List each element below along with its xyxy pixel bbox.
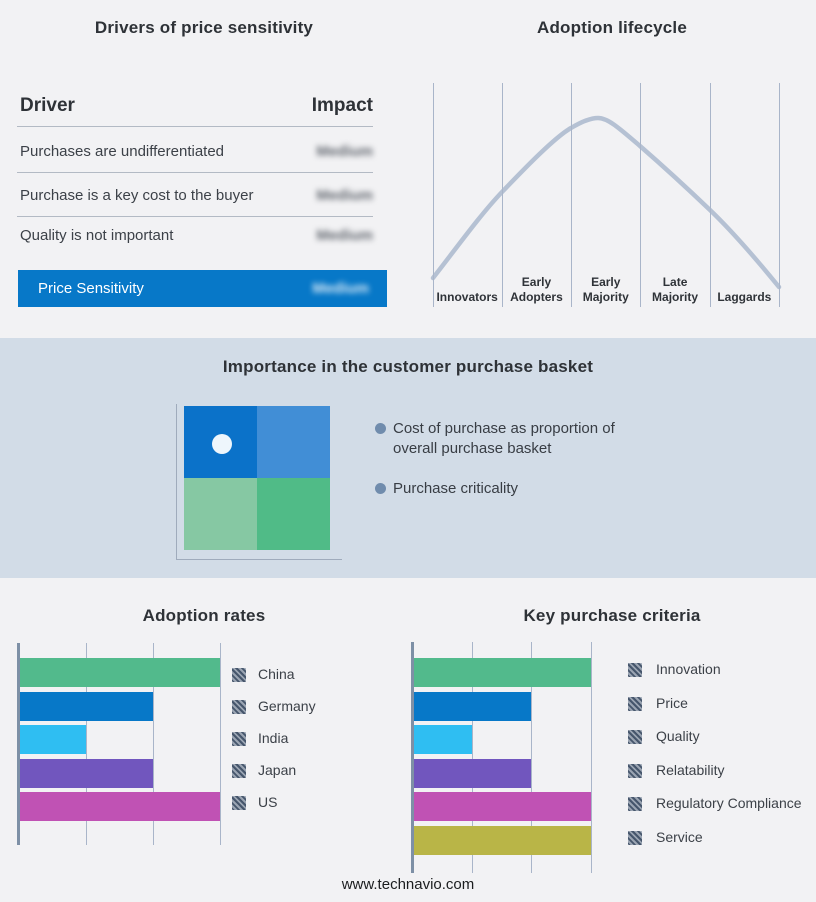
stage-label-early-majority: Early Majority xyxy=(582,275,629,304)
stage-label-late-majority: Late Majority xyxy=(652,275,699,304)
legend-label-us: US xyxy=(258,794,278,810)
lifecycle-panel-title: Adoption lifecycle xyxy=(536,18,687,37)
impact-value-3: Medium xyxy=(316,227,373,244)
stage-label-innovators: Innovators xyxy=(436,290,498,304)
y-axis xyxy=(17,643,20,845)
impact-value-1: Medium xyxy=(316,143,373,160)
bar-japan xyxy=(19,758,153,788)
quadrant-bottom-left xyxy=(184,478,257,550)
lifecycle-gridline xyxy=(779,83,780,307)
driver-row-1: Purchases are undifferentiated xyxy=(20,143,225,160)
legend-swatch-icon xyxy=(232,668,246,682)
bar-china xyxy=(19,658,221,687)
quadrant-axis-y xyxy=(176,404,177,560)
bullet-icon xyxy=(375,423,386,434)
y-axis xyxy=(411,642,414,873)
footer-url: www.technavio.com xyxy=(341,876,475,893)
bell-curve xyxy=(430,115,782,290)
legend-swatch-icon xyxy=(628,663,642,677)
drivers-panel-title: Drivers of price sensitivity xyxy=(94,18,314,37)
legend-label-india: India xyxy=(258,730,289,746)
gridline xyxy=(531,642,533,873)
bar-innovation xyxy=(413,658,591,687)
bar-service xyxy=(413,826,591,855)
lifecycle-gridline xyxy=(640,83,642,307)
lifecycle-gridline xyxy=(501,83,503,307)
stage-label-laggards: Laggards xyxy=(717,290,772,304)
price-sensitivity-highlight-bar: Price Sensitivity Medium xyxy=(18,270,387,307)
bar-quality xyxy=(413,725,472,755)
price-sensitivity-impact: Medium xyxy=(312,280,369,297)
bar-price xyxy=(413,691,532,721)
legend-label-innovation: Innovation xyxy=(656,661,721,677)
legend-swatch-icon xyxy=(232,700,246,714)
quadrant-bottom-right xyxy=(257,478,330,550)
driver-row-2: Purchase is a key cost to the buyer xyxy=(20,187,254,204)
quadrant-top-right xyxy=(257,406,330,478)
bar-relatability xyxy=(413,758,532,788)
legend-label-japan: Japan xyxy=(258,762,297,778)
legend-swatch-icon xyxy=(628,764,642,778)
adoption-rates-title: Adoption rates xyxy=(142,606,266,625)
row-divider xyxy=(17,216,373,217)
legend-swatch-icon xyxy=(232,732,246,746)
header-divider xyxy=(17,126,373,127)
gridline xyxy=(152,643,154,845)
bullet-icon xyxy=(375,483,386,494)
gridline xyxy=(85,643,87,845)
stage-label-early-adopters: Early Adopters xyxy=(510,275,563,304)
lifecycle-gridline xyxy=(709,83,711,307)
basket-bullet-1: Cost of purchase as proportion of overal… xyxy=(393,420,615,458)
legend-label-quality: Quality xyxy=(656,728,700,744)
legend-swatch-icon xyxy=(628,831,642,845)
lifecycle-panel: Adoption lifecycle xyxy=(408,0,816,338)
legend-label-germany: Germany xyxy=(258,698,316,714)
basket-bullet-2: Purchase criticality xyxy=(393,480,519,497)
driver-row-3: Quality is not important xyxy=(20,227,174,244)
basket-panel-title: Importance in the customer purchase bask… xyxy=(222,357,594,376)
legend-label-relatability: Relatability xyxy=(656,762,725,778)
gridline xyxy=(590,642,592,873)
drivers-col-driver: Driver xyxy=(20,95,75,116)
quadrant-axis-x xyxy=(176,559,342,560)
legend-swatch-icon xyxy=(628,797,642,811)
legend-swatch-icon xyxy=(232,764,246,778)
bar-regulatory-compliance xyxy=(413,792,591,822)
lifecycle-gridline xyxy=(432,83,434,307)
bar-india xyxy=(19,725,86,755)
legend-swatch-icon xyxy=(628,697,642,711)
lifecycle-gridline xyxy=(571,83,573,307)
key-criteria-title: Key purchase criteria xyxy=(523,606,701,625)
bar-germany xyxy=(19,691,153,721)
legend-swatch-icon xyxy=(628,730,642,744)
lifecycle-chart: Innovators Early Adopters Early Majority La… xyxy=(0,0,816,338)
gridline xyxy=(220,643,222,845)
impact-value-2: Medium xyxy=(316,187,373,204)
legend-label-price: Price xyxy=(656,695,688,711)
legend-label-regulatory-compliance: Regulatory Compliance xyxy=(656,795,802,811)
drivers-col-impact: Impact xyxy=(311,95,373,116)
legend-label-service: Service xyxy=(656,829,703,845)
drivers-panel: Drivers of price sensitivity Driver Impa… xyxy=(0,0,408,338)
gridline xyxy=(471,642,473,873)
legend-label-china: China xyxy=(258,666,295,682)
basket-panel: Importance in the customer purchase bask… xyxy=(0,338,816,578)
quadrant-marker-dot xyxy=(212,434,232,454)
legend-swatch-icon xyxy=(232,796,246,810)
price-sensitivity-label: Price Sensitivity xyxy=(38,280,144,297)
row-divider xyxy=(17,172,373,173)
bar-us xyxy=(19,792,221,822)
